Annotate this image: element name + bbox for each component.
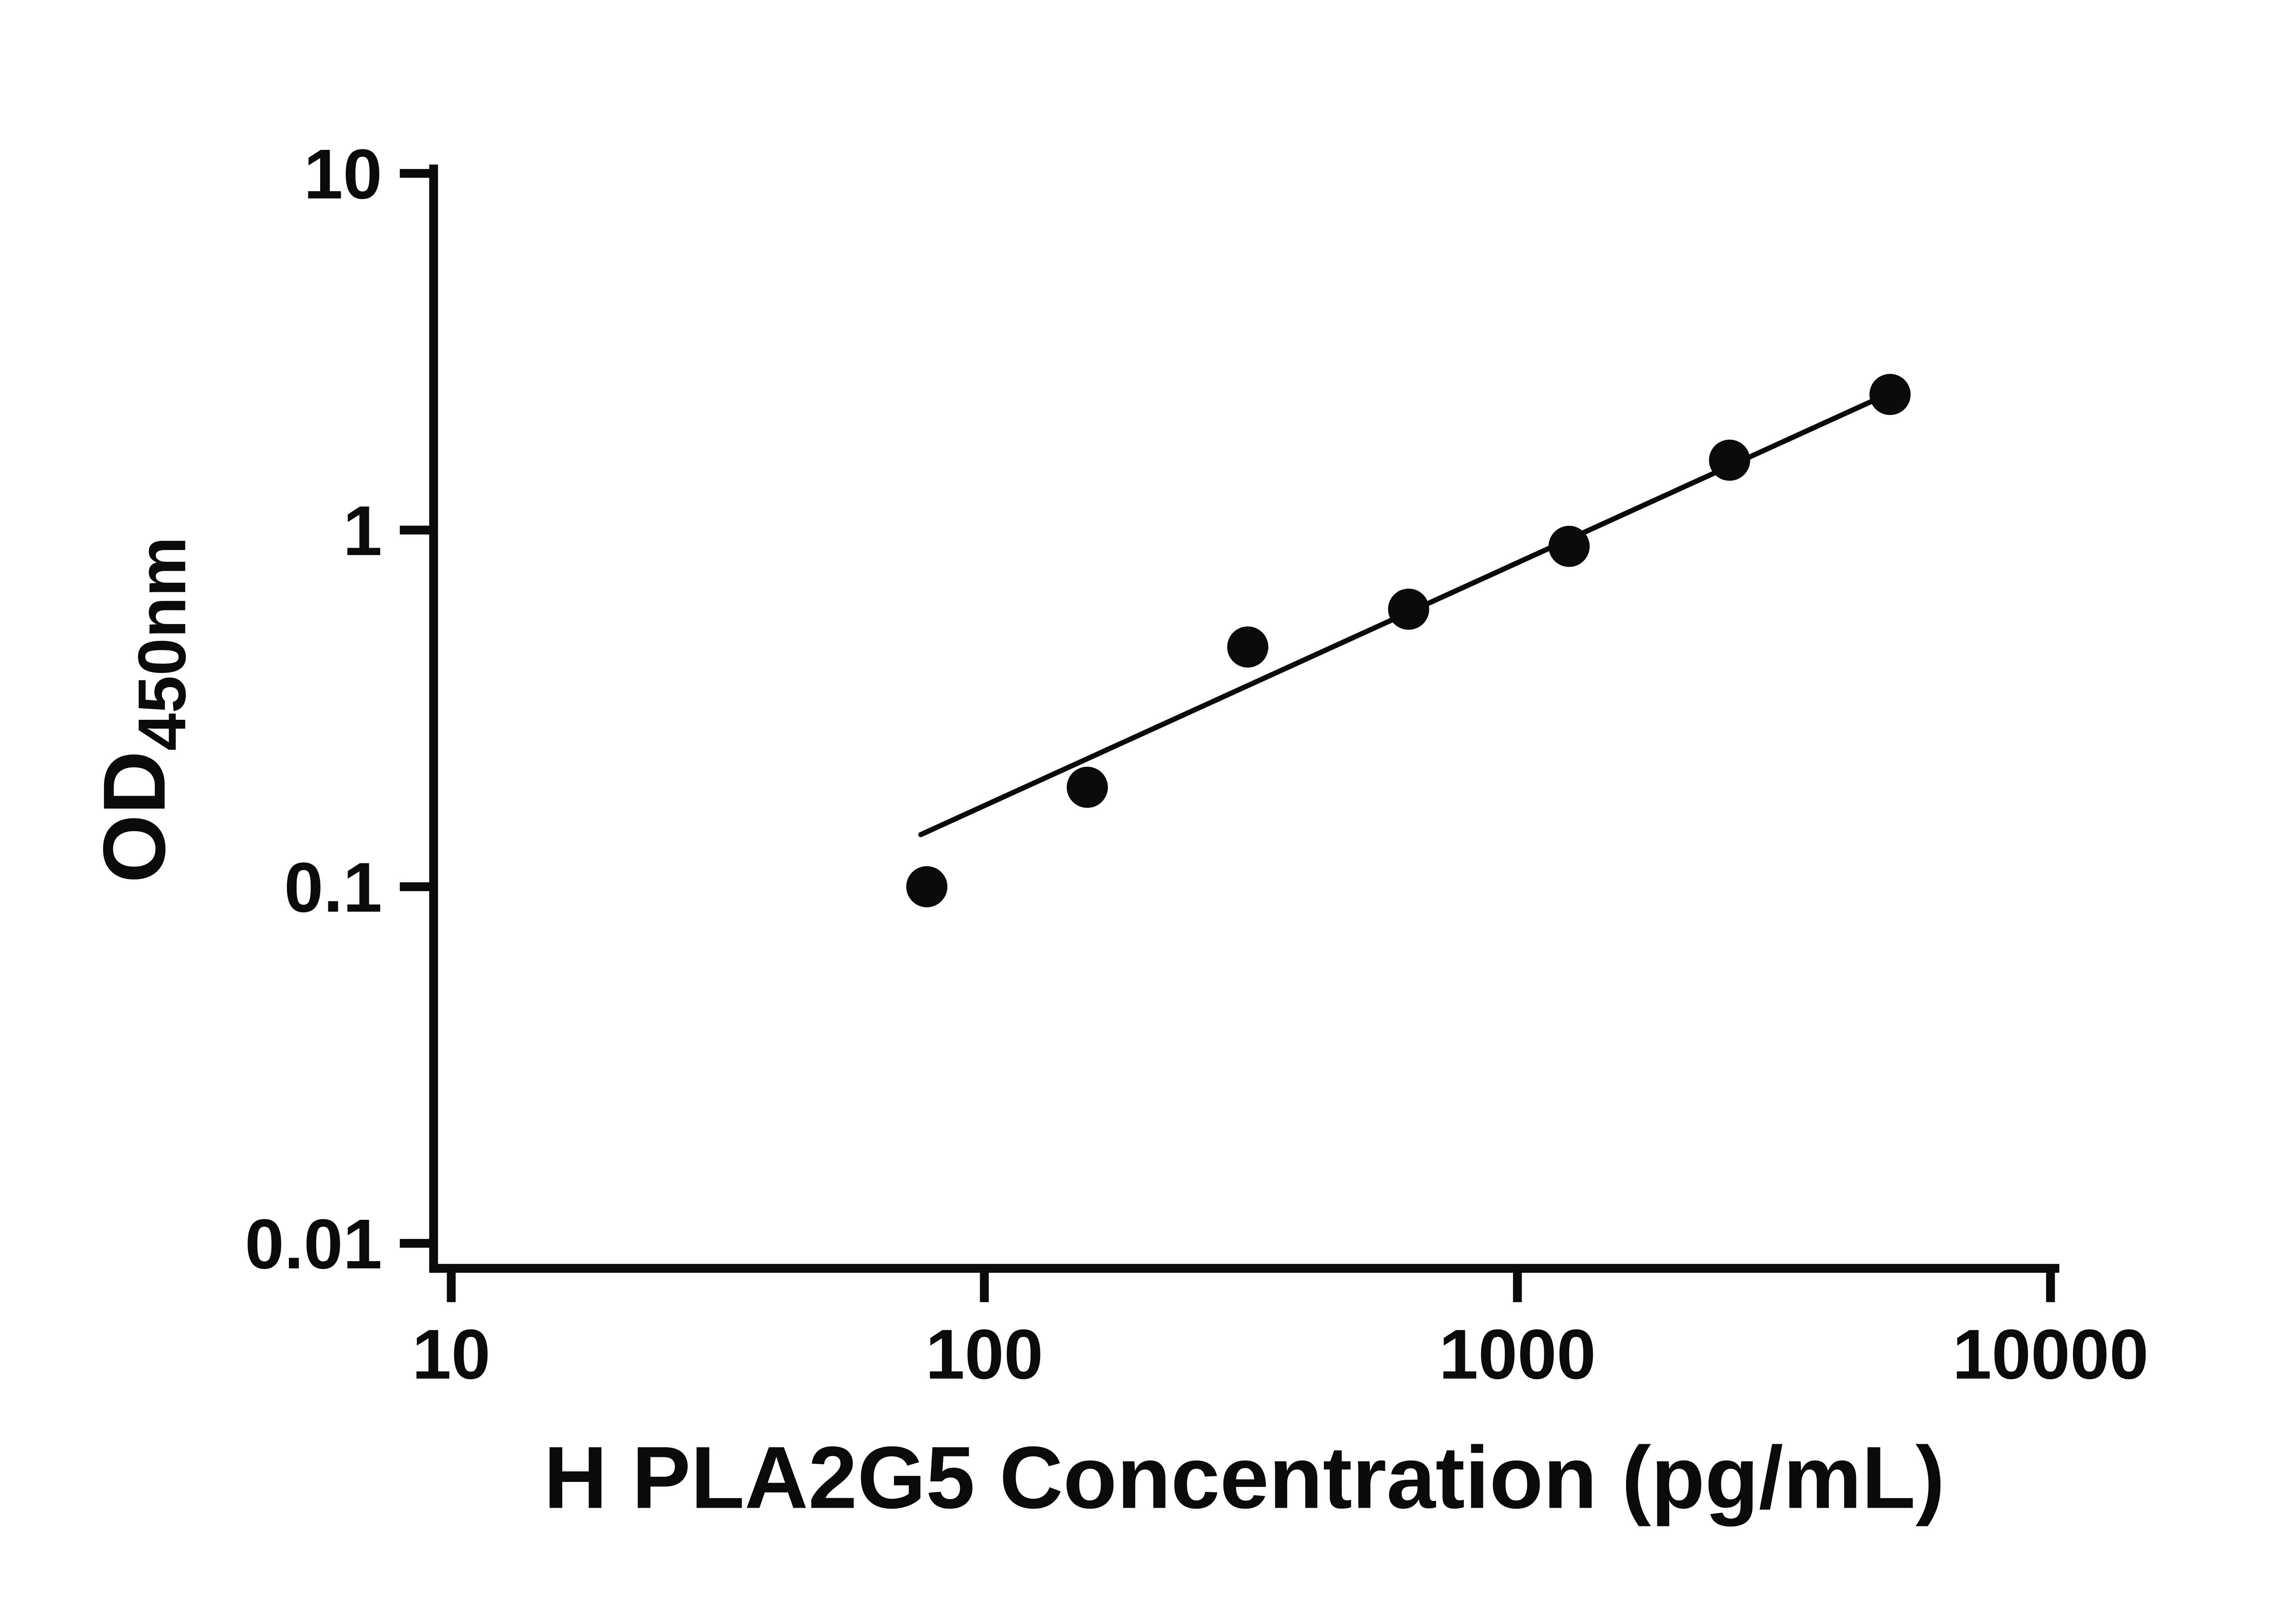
data-point <box>1066 767 1108 808</box>
y-axis-title-main: OD <box>85 751 183 883</box>
x-tick-label: 1000 <box>1439 1315 1596 1394</box>
data-point <box>1548 525 1590 567</box>
x-tick-label: 100 <box>926 1315 1043 1394</box>
y-tick-label: 0.01 <box>245 1204 382 1283</box>
data-point <box>1388 589 1429 630</box>
y-tick-label: 0.1 <box>284 848 382 927</box>
data-point <box>1709 440 1750 481</box>
y-tick-label: 1 <box>343 491 382 570</box>
x-axis-title: H PLA2G5 Concentration (pg/mL) <box>544 1428 1945 1527</box>
data-point <box>1869 374 1911 415</box>
x-tick-label: 10 <box>412 1315 491 1394</box>
y-axis-title-group: OD450nm <box>85 537 199 883</box>
y-axis-title: OD450nm <box>85 537 199 883</box>
data-point <box>906 866 947 907</box>
y-axis-title-subscript: 450nm <box>124 537 200 751</box>
x-tick-label: 10000 <box>1953 1315 2149 1394</box>
data-point <box>1227 626 1269 668</box>
y-tick-label: 10 <box>304 134 382 213</box>
